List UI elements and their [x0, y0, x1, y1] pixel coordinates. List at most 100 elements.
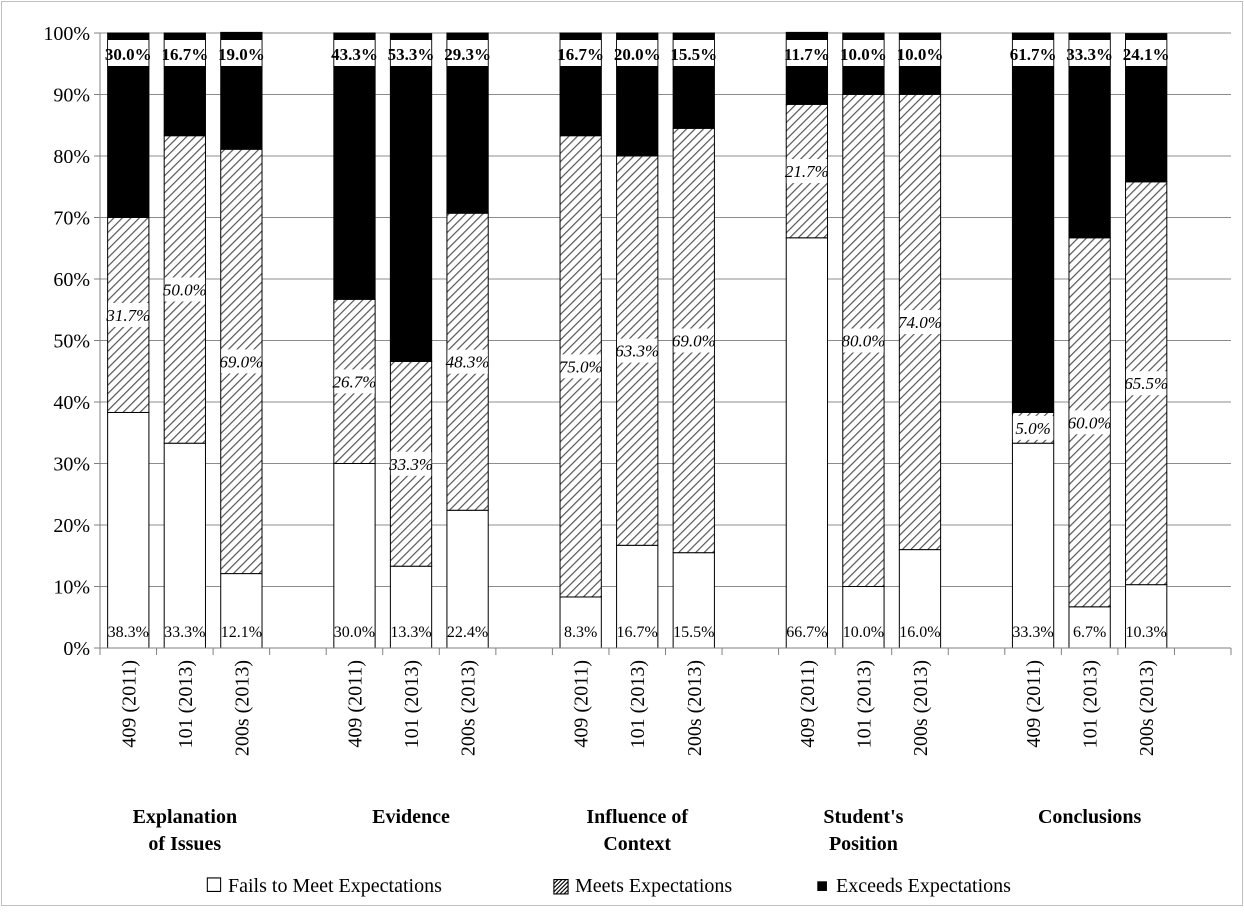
x-category-label: 101 (2013): [1080, 660, 1102, 748]
data-label-fails: 33.3%: [164, 624, 205, 641]
group-labels: Explanation of Issues Evidence Influence of…: [133, 806, 1142, 855]
data-label-exceeds: 16.7%: [161, 45, 208, 64]
data-label-meets: 48.3%: [446, 353, 490, 372]
data-label-meets: 63.3%: [615, 342, 659, 361]
data-label-exceeds: 30.0%: [105, 45, 152, 64]
group-label: Position: [829, 833, 898, 855]
y-tick-label: 80%: [53, 146, 90, 168]
legend-meets-label: Meets Expectations: [575, 875, 732, 897]
data-label-meets: 5.0%: [1015, 419, 1050, 438]
x-category-label: 101 (2013): [853, 660, 875, 748]
data-label-fails: 22.4%: [447, 624, 488, 641]
x-category-label: 101 (2013): [401, 660, 423, 748]
data-label-fails: 16.0%: [899, 624, 940, 641]
data-label-box: [899, 310, 941, 335]
data-label-exceeds: 53.3%: [388, 45, 435, 64]
x-category-label: 101 (2013): [627, 660, 649, 748]
data-label-box: [673, 40, 715, 66]
bar-segment-fails: [1125, 584, 1168, 649]
x-category-label: 200s (2013): [231, 660, 253, 756]
bar-segment-fails: [1011, 442, 1055, 649]
data-label-exceeds: 10.0%: [840, 45, 887, 64]
data-labels: 38.3% 31.7% 30.0% 33.3% 50.0% 16.7% 12.1% 69.0%…: [105, 40, 1170, 641]
y-tick-label: 30%: [53, 454, 90, 476]
bar-segment-fails: [446, 509, 489, 649]
data-label-box: [616, 338, 658, 363]
data-label-exceeds: 19.0%: [218, 45, 265, 64]
bar-segment-exceeds: [333, 32, 376, 300]
bar-segment-fails: [163, 442, 206, 649]
data-label-exceeds: 29.3%: [444, 45, 491, 64]
group-label: Influence of: [586, 806, 688, 828]
x-category-label: 409 (2011): [797, 660, 819, 748]
group-label: Student's: [823, 806, 903, 828]
y-tick-label: 90%: [53, 85, 90, 107]
data-label-exceeds: 61.7%: [1010, 45, 1057, 64]
data-label-fails: 30.0%: [334, 624, 375, 641]
x-category-label: 200s (2013): [458, 660, 480, 756]
data-label-box: [447, 40, 488, 66]
x-category-label: 409 (2011): [118, 660, 140, 748]
legend-fails-label: Fails to Meet Expectations: [228, 875, 442, 897]
data-label-fails: 8.3%: [564, 624, 597, 641]
x-category-label: 200s (2013): [1136, 660, 1158, 756]
data-label-fails: 6.7%: [1073, 624, 1106, 641]
data-label-meets: 69.0%: [672, 332, 716, 351]
bar-segment-exceeds: [389, 33, 433, 362]
x-category-label: 200s (2013): [910, 660, 932, 756]
y-tick-label: 60%: [53, 269, 90, 291]
data-label-box: [673, 328, 715, 353]
data-label-exceeds: 10.0%: [897, 45, 944, 64]
data-label-box: [221, 40, 262, 66]
x-category-label: 409 (2011): [571, 660, 593, 748]
data-label-meets: 31.7%: [105, 306, 150, 325]
group-label: Explanation: [133, 806, 237, 828]
data-label-meets: 65.5%: [1124, 374, 1168, 393]
y-tick-label: 20%: [53, 515, 90, 537]
data-label-box: [221, 349, 262, 374]
data-label-meets: 80.0%: [841, 332, 885, 351]
legend: ☐ Fails to Meet Expectations ▨ Meets Exp…: [205, 875, 1011, 897]
data-label-box: [1069, 410, 1110, 435]
data-label-meets: 69.0%: [219, 352, 263, 371]
legend-fails-symbol: ☐: [205, 875, 223, 897]
data-label-box: [1125, 371, 1167, 396]
y-axis-ticks: 0% 10% 20% 30% 40% 50% 60% 70% 80% 90% 100%: [43, 23, 100, 660]
legend-exceeds-label: Exceeds Expectations: [836, 875, 1011, 897]
x-category-label: 101 (2013): [175, 660, 197, 748]
x-category-label: 409 (2011): [1023, 660, 1045, 748]
bar-segment-fails: [389, 565, 433, 649]
data-label-fails: 16.7%: [617, 624, 658, 641]
data-label-box: [843, 328, 884, 353]
y-tick-label: 50%: [53, 331, 90, 353]
group-label: Context: [603, 833, 671, 855]
data-label-box: [786, 159, 828, 184]
bar-segment-fails: [672, 552, 715, 649]
data-label-box: [1012, 415, 1054, 440]
data-label-fails: 15.5%: [673, 624, 714, 641]
data-label-exceeds: 24.1%: [1123, 45, 1170, 64]
data-label-box: [1125, 40, 1167, 66]
data-label-fails: 38.3%: [108, 624, 149, 641]
y-tick-label: 0%: [63, 638, 90, 660]
data-label-exceeds: 15.5%: [670, 45, 717, 64]
x-category-label: 200s (2013): [684, 660, 706, 756]
data-label-box: [843, 40, 884, 66]
data-label-fails: 10.0%: [843, 624, 884, 641]
data-label-fails: 13.3%: [390, 624, 431, 641]
data-label-meets: 33.3%: [388, 455, 433, 474]
gridlines: [100, 32, 1231, 587]
data-label-box: [390, 40, 432, 66]
data-label-fails: 33.3%: [1012, 624, 1053, 641]
legend-meets-symbol: ▨: [552, 875, 571, 897]
y-tick-label: 100%: [43, 23, 90, 45]
data-label-meets: 50.0%: [163, 280, 207, 299]
bar-segment-fails: [616, 544, 659, 649]
data-label-meets: 75.0%: [559, 357, 603, 376]
bar-segment-fails: [107, 411, 150, 649]
data-label-exceeds: 43.3%: [331, 45, 378, 64]
data-label-box: [334, 369, 375, 394]
data-label-box: [108, 40, 149, 66]
group-label: Evidence: [372, 806, 450, 828]
